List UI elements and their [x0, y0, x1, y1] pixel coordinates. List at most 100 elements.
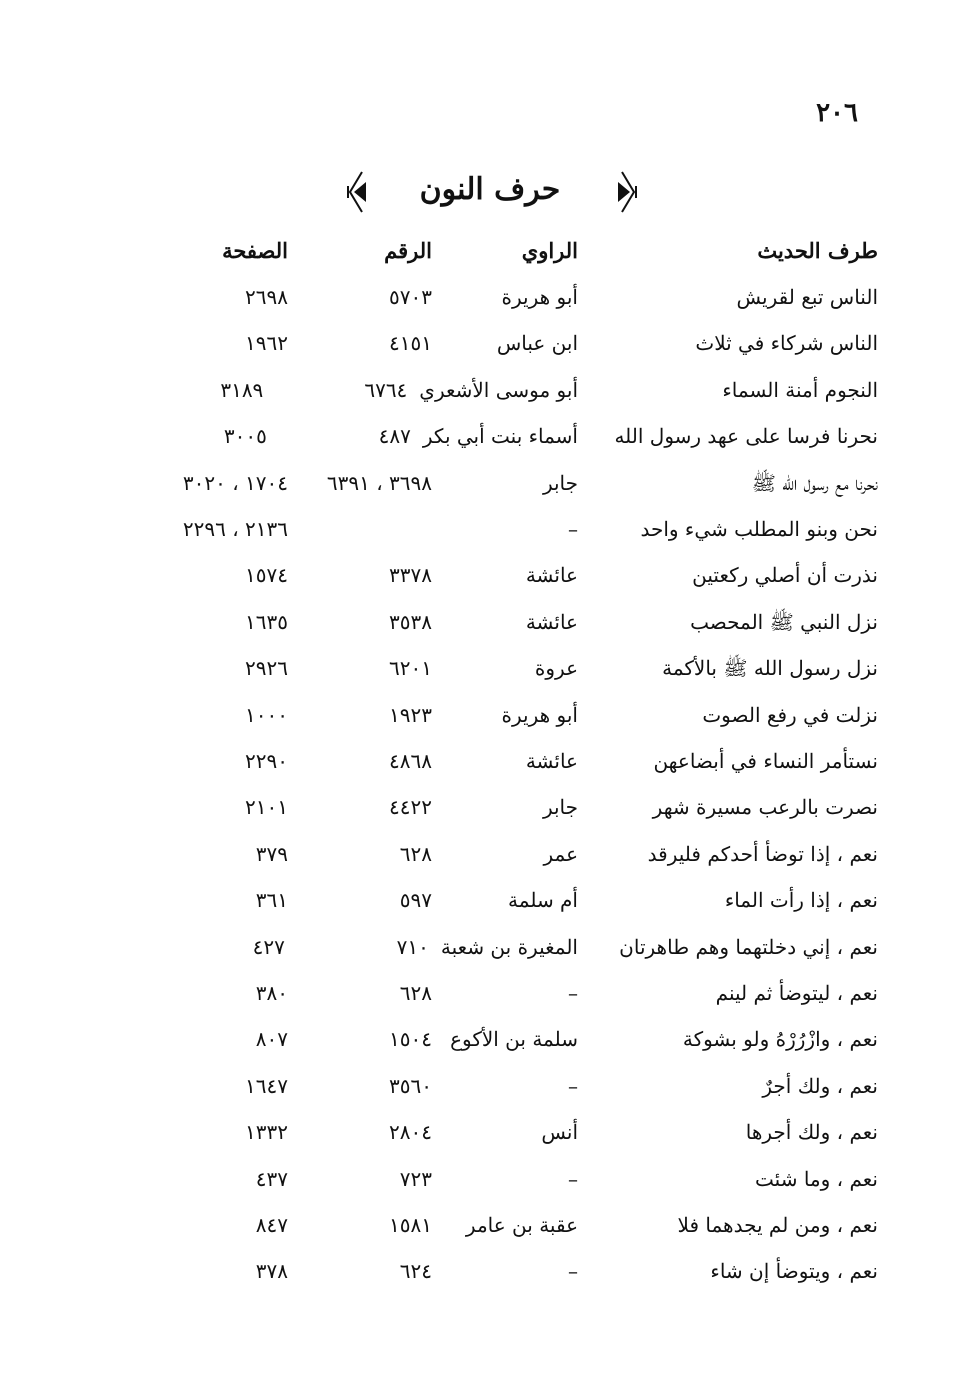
hadith-text: نعم ، إني دخلتهما وهم طاهرتان	[619, 934, 878, 959]
hadith-number: ٤١٥١	[389, 331, 432, 356]
page-ref: ١٦٣٥	[245, 609, 288, 634]
narrator: سلمة بن الأكوع	[450, 1027, 578, 1052]
hadith-text: نستأمر النساء في أبضاعهن	[653, 749, 878, 773]
table-row: نزل النبي ﷺ المحصب عائشة ٣٥٣٨ ١٦٣٥	[10, 610, 878, 650]
hadith-text: نحرنا فرسا على عهد رسول الله	[614, 424, 878, 449]
hadith-text: نزل النبي ﷺ المحصب	[690, 609, 878, 634]
narrator: عقبة بن عامر	[465, 1213, 578, 1237]
hadith-number: ١٩٢٣	[389, 702, 432, 727]
table-row: نعم ، ويتوضأ إن شاء – ٦٢٤ ٣٧٨	[10, 1259, 878, 1299]
narrator: عائشة	[525, 609, 578, 634]
table-row: نزلت في رفع الصوت أبو هريرة ١٩٢٣ ١٠٠٠	[10, 703, 878, 743]
header-hadith: طرف الحديث	[757, 238, 878, 263]
hadith-number: ١٥٠٤	[389, 1027, 432, 1052]
hadith-text: نعم ، ولك أجرها	[745, 1120, 878, 1145]
hadith-number: ٧٢٣	[399, 1166, 432, 1191]
table-row: نحرنا مع رسول الله ﷺ جابر ٣٦٩٨ ، ٦٣٩١ ١٧٠٤ …	[10, 471, 878, 511]
page-ref: ١٩٦٢	[245, 331, 288, 356]
narrator: عروة	[534, 656, 578, 681]
hadith-number: ٣٥٦٠	[389, 1073, 432, 1098]
hadith-text: نزلت في رفع الصوت	[702, 702, 878, 727]
page-ref: ٣١٨٩	[220, 377, 264, 402]
hadith-number: ٦٢٨	[399, 981, 432, 1005]
page-ref: ١٧٠٤ ، ٣٠٢٠	[182, 470, 288, 495]
hadith-text: نذرت أن أصلي ركعتين	[692, 563, 878, 588]
page-ref: ٣٨٠	[255, 981, 288, 1005]
hadith-text: نعم ، ويتوضأ إن شاء	[710, 1259, 878, 1284]
hadith-text: نعم ، إذا رأت الماء	[724, 888, 878, 913]
hadith-number: ٦٢٠١	[389, 656, 432, 681]
header-number: الرقم	[384, 238, 432, 263]
table-row: نحن وبنو المطلب شيء واحد – ٢١٣٦ ، ٢٢٩٦	[10, 517, 878, 557]
page-ref: ٢١٣٦ ، ٢٢٩٦	[182, 517, 288, 541]
table-row: نستأمر النساء في أبضاعهن عائشة ٤٨٦٨ ٢٢٩٠	[10, 749, 878, 789]
narrator: ابن عباس	[496, 331, 578, 356]
page-ref: ٨٠٧	[255, 1027, 288, 1052]
page-ref: ٨٤٧	[255, 1213, 288, 1237]
table-row: نعم ، ومن لم يجدهما فلا عقبة بن عامر ١٥٨١ ٨…	[10, 1213, 878, 1253]
table-row: نزل رسول الله ﷺ بالأكمة عروة ٦٢٠١ ٢٩٢٦	[10, 656, 878, 696]
hadith-text: نعم ، وازْرُرْهُ ولو بشوكة	[682, 1027, 878, 1052]
hadith-number: ٦٢٨	[399, 841, 432, 866]
hadith-number: ٢٨٠٤	[389, 1120, 432, 1145]
table-row: نعم ، إني دخلتهما وهم طاهرتان المغيرة بن …	[10, 935, 878, 975]
table-row: نعم ، إذا توضأ أحدكم فليرقد عمر ٦٢٨ ٣٧٩	[10, 842, 878, 882]
narrator: أبو موسى الأشعري	[419, 377, 578, 402]
section-heading: حرف النون	[0, 168, 956, 218]
table-row: نحرنا فرسا على عهد رسول الله أسماء بنت أب…	[10, 424, 878, 464]
table-row: الناس تبع لقريش أبو هريرة ٥٧٠٣ ٢٦٩٨	[10, 285, 878, 325]
page-ref: ١٦٤٧	[245, 1073, 288, 1098]
narrator: أنس	[541, 1120, 578, 1145]
page-ref: ٢٩٢٦	[245, 656, 288, 681]
narrator: أبو هريرة	[501, 285, 578, 309]
narrator: جابر	[542, 470, 578, 495]
page-ref: ٣٦١	[255, 888, 288, 913]
page-ref: ١٣٣٢	[245, 1120, 288, 1145]
hadith-number: ٦٧٦٤	[364, 377, 408, 402]
page-ref: ٣٧٨	[255, 1259, 288, 1284]
table-row: نذرت أن أصلي ركعتين عائشة ٣٣٧٨ ١٥٧٤	[10, 563, 878, 603]
narrator: عائشة	[525, 563, 578, 588]
narrator: جابر	[542, 795, 578, 820]
header-narrator: الراوي	[521, 238, 578, 263]
hadith-text: نعم ، ليتوضأ ثم لينم	[715, 981, 878, 1005]
hadith-number: ٣٥٣٨	[389, 609, 432, 634]
header-page: الصفحة	[222, 238, 288, 263]
page-ref: ٣٧٩	[255, 841, 288, 866]
narrator: –	[568, 1166, 578, 1191]
hadith-text: الناس شركاء في ثلاث	[695, 331, 878, 356]
table-row: نعم ، ليتوضأ ثم لينم – ٦٢٨ ٣٨٠	[10, 981, 878, 1021]
hadith-text: نعم ، إذا توضأ أحدكم فليرقد	[647, 841, 878, 866]
narrator: أم سلمة	[508, 888, 578, 913]
table-row: نعم ، إذا رأت الماء أم سلمة ٥٩٧ ٣٦١	[10, 888, 878, 928]
hadith-number: ٦٢٤	[399, 1259, 432, 1284]
page-ref: ٣٠٠٥	[223, 424, 267, 449]
hadith-number: ٤٤٢٢	[389, 795, 432, 820]
page-ref: ٢١٠١	[245, 795, 288, 820]
narrator: عائشة	[525, 749, 578, 773]
narrator: أبو هريرة	[501, 702, 578, 727]
table-row: النجوم أمنة السماء أبو موسى الأشعري ٦٧٦٤ ٣١…	[10, 378, 878, 418]
table-row: نعم ، وازْرُرْهُ ولو بشوكة سلمة بن الأكوع…	[10, 1027, 878, 1067]
table-row: الناس شركاء في ثلاث ابن عباس ٤١٥١ ١٩٦٢	[10, 331, 878, 371]
hadith-number: ٥٩٧	[399, 888, 432, 913]
hadith-number: ٧١٠	[396, 934, 429, 959]
hadith-number: ٣٣٧٨	[389, 563, 432, 588]
page-ref: ٤٣٧	[255, 1166, 288, 1191]
table-header: طرف الحديث الراوي الرقم الصفحة	[10, 238, 878, 278]
narrator: –	[568, 517, 578, 541]
table-row: نعم ، ولك أجرٌ – ٣٥٦٠ ١٦٤٧	[10, 1074, 878, 1114]
hadith-text: الناس تبع لقريش	[736, 285, 878, 309]
page-ref: ١٥٧٤	[245, 563, 288, 588]
hadith-text: نعم ، ومن لم يجدهما فلا	[677, 1213, 878, 1237]
hadith-number: ٣٦٩٨ ، ٦٣٩١	[326, 470, 432, 495]
section-title: حرف النون	[419, 172, 561, 207]
page-number: ٢٠٦	[816, 98, 858, 128]
narrator: المغيرة بن شعبة	[440, 934, 578, 959]
hadith-number: ٤٨٦٨	[389, 749, 432, 773]
hadith-text: نعم ، وما شئت	[755, 1166, 878, 1191]
hadith-text: نعم ، ولك أجرٌ	[762, 1073, 878, 1098]
narrator: –	[568, 1259, 578, 1284]
narrator: عمر	[543, 841, 578, 866]
page-ref: ١٠٠٠	[245, 702, 288, 727]
